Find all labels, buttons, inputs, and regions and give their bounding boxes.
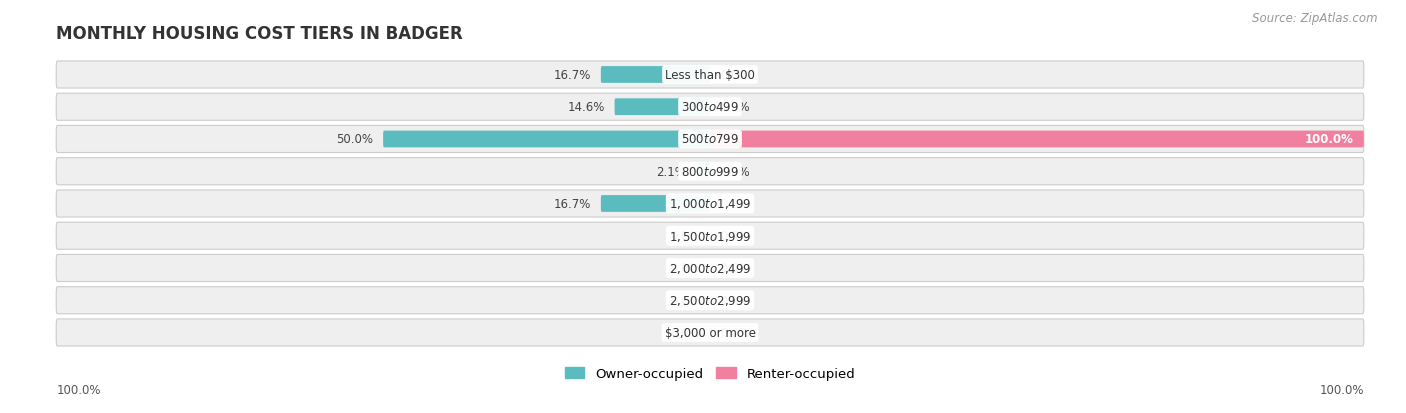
Text: 0.0%: 0.0%	[671, 230, 700, 242]
Text: Less than $300: Less than $300	[665, 69, 755, 82]
Text: 0.0%: 0.0%	[720, 230, 749, 242]
FancyBboxPatch shape	[56, 319, 1364, 346]
Text: 0.0%: 0.0%	[720, 326, 749, 339]
Text: 16.7%: 16.7%	[554, 197, 591, 211]
FancyBboxPatch shape	[56, 223, 1364, 250]
Text: 100.0%: 100.0%	[56, 384, 101, 396]
FancyBboxPatch shape	[600, 67, 710, 84]
FancyBboxPatch shape	[696, 164, 710, 180]
FancyBboxPatch shape	[56, 255, 1364, 282]
FancyBboxPatch shape	[56, 126, 1364, 153]
FancyBboxPatch shape	[614, 99, 710, 116]
Text: $300 to $499: $300 to $499	[681, 101, 740, 114]
Text: 0.0%: 0.0%	[671, 326, 700, 339]
Text: 2.1%: 2.1%	[657, 165, 686, 178]
FancyBboxPatch shape	[56, 94, 1364, 121]
Text: $2,000 to $2,499: $2,000 to $2,499	[669, 261, 751, 275]
Text: $1,000 to $1,499: $1,000 to $1,499	[669, 197, 751, 211]
FancyBboxPatch shape	[600, 196, 710, 212]
Text: 14.6%: 14.6%	[568, 101, 605, 114]
Text: 0.0%: 0.0%	[720, 197, 749, 211]
Text: $2,500 to $2,999: $2,500 to $2,999	[669, 294, 751, 307]
Text: 0.0%: 0.0%	[720, 262, 749, 275]
Text: 0.0%: 0.0%	[671, 294, 700, 307]
Text: 50.0%: 50.0%	[336, 133, 374, 146]
Text: 0.0%: 0.0%	[720, 69, 749, 82]
Legend: Owner-occupied, Renter-occupied: Owner-occupied, Renter-occupied	[560, 361, 860, 385]
Text: 16.7%: 16.7%	[554, 69, 591, 82]
Text: $1,500 to $1,999: $1,500 to $1,999	[669, 229, 751, 243]
FancyBboxPatch shape	[56, 158, 1364, 185]
Text: $3,000 or more: $3,000 or more	[665, 326, 755, 339]
FancyBboxPatch shape	[56, 62, 1364, 89]
FancyBboxPatch shape	[382, 131, 710, 148]
FancyBboxPatch shape	[56, 190, 1364, 218]
Text: 0.0%: 0.0%	[720, 101, 749, 114]
Text: $800 to $999: $800 to $999	[681, 165, 740, 178]
Text: 0.0%: 0.0%	[671, 262, 700, 275]
FancyBboxPatch shape	[710, 131, 1364, 148]
Text: 100.0%: 100.0%	[1305, 133, 1354, 146]
Text: Source: ZipAtlas.com: Source: ZipAtlas.com	[1253, 12, 1378, 25]
Text: MONTHLY HOUSING COST TIERS IN BADGER: MONTHLY HOUSING COST TIERS IN BADGER	[56, 25, 463, 43]
Text: 100.0%: 100.0%	[1319, 384, 1364, 396]
Text: $500 to $799: $500 to $799	[681, 133, 740, 146]
FancyBboxPatch shape	[56, 287, 1364, 314]
Text: 0.0%: 0.0%	[720, 294, 749, 307]
Text: 0.0%: 0.0%	[720, 165, 749, 178]
